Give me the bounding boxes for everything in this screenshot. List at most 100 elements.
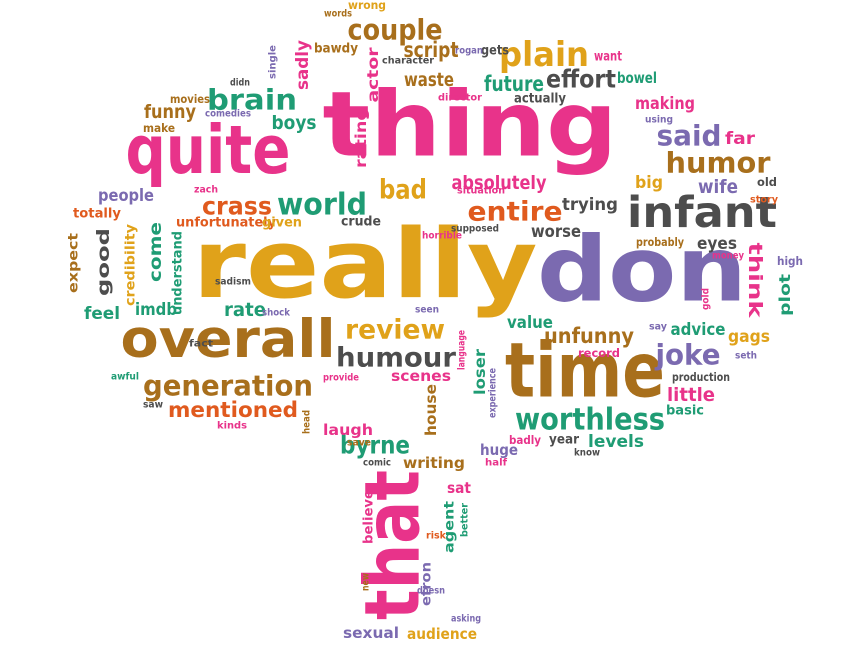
word-joke: joke (655, 339, 721, 372)
word-seth: seth (735, 351, 757, 362)
word-given: given (262, 216, 302, 231)
word-script: script (404, 38, 459, 62)
word-time: time (505, 326, 665, 415)
word-make: make (143, 121, 175, 135)
word-agent: agent (443, 500, 458, 553)
word-know: know (574, 448, 600, 459)
word-scenes: scenes (391, 367, 451, 385)
word-eyes: eyes (697, 234, 737, 254)
word-words: words (324, 9, 352, 20)
word-think: think (744, 243, 766, 318)
word-sadly: sadly (293, 40, 313, 90)
word-provide: provide (323, 373, 359, 384)
word-gets: gets (481, 44, 509, 59)
word-money: money (712, 251, 745, 262)
word-director: director (438, 93, 482, 104)
word-new: new (361, 573, 372, 591)
word-single: single (268, 45, 279, 79)
word-gold: gold (701, 288, 712, 310)
word-asking: asking (451, 614, 481, 625)
word-bawdy: bawdy (314, 42, 358, 57)
word-actually: actually (514, 92, 566, 107)
word-sadism: sadism (215, 277, 251, 288)
word-boys: boys (272, 112, 317, 134)
word-wife: wife (698, 176, 738, 198)
word-imdb: imdb (135, 300, 177, 320)
word-review: review (345, 315, 445, 346)
word-waste: waste (404, 69, 454, 91)
word-don: don (537, 218, 747, 323)
word-plain: plain (499, 35, 589, 75)
word-badly: badly (509, 433, 542, 447)
word-unfortunately: unfortunately (176, 216, 276, 231)
word-head: head (302, 410, 313, 434)
word-brain: brain (207, 84, 297, 117)
word-record: record (578, 346, 620, 360)
word-house: house (422, 384, 440, 436)
word-entire: entire (468, 197, 563, 228)
word-generation: generation (143, 370, 313, 403)
word-worse: worse (531, 222, 581, 242)
word-bad: bad (379, 175, 427, 206)
word-funny: funny (144, 101, 197, 123)
word-quite: quite (126, 111, 291, 189)
word-mentioned: mentioned (168, 398, 298, 422)
word-story: story (750, 195, 779, 206)
word-fact: fact (189, 339, 214, 350)
word-totally: totally (73, 207, 121, 222)
word-year: year (549, 433, 579, 448)
word-actor: actor (364, 47, 382, 103)
word-far: far (725, 129, 756, 149)
word-absolutely: absolutely (452, 172, 548, 194)
word-little: little (667, 384, 715, 406)
word-people: people (98, 186, 154, 206)
word-future: future (484, 72, 544, 96)
word-rogan: rogan (455, 46, 483, 57)
word-gags: gags (728, 327, 770, 347)
word-want: want (594, 50, 622, 65)
word-shock: shock (262, 308, 291, 319)
word-plot: plot (776, 274, 794, 316)
word-awful: awful (111, 372, 139, 383)
word-making: making (635, 94, 695, 114)
word-that: that (348, 470, 437, 620)
word-overall: overall (121, 310, 336, 370)
word-old: old (757, 175, 777, 189)
word-audience: audience (407, 625, 477, 643)
word-levels: levels (588, 432, 644, 452)
word-seen: seen (415, 305, 439, 316)
word-infant: infant (627, 188, 777, 238)
word-horrible: horrible (422, 231, 462, 242)
word-risk: risk (426, 531, 447, 542)
word-world: world (277, 188, 367, 223)
word-comedies: comedies (205, 109, 251, 120)
word-rating: rating (352, 108, 370, 168)
word-unfunny: unfunny (544, 324, 634, 348)
word-supposed: supposed (451, 224, 499, 235)
word-character: character (382, 56, 434, 67)
word-advice: advice (671, 320, 726, 340)
word-basic: basic (666, 404, 704, 419)
word-didn: didn (230, 78, 250, 89)
word-experience: experience (488, 368, 499, 418)
word-loser: loser (471, 348, 489, 395)
word-humour: humour (336, 343, 457, 374)
word-rate: rate (224, 299, 266, 321)
word-using: using (645, 115, 673, 126)
word-humor: humor (666, 147, 771, 180)
word-sat: sat (447, 479, 471, 497)
word-efron: efron (420, 562, 435, 606)
word-good: good (94, 228, 114, 296)
word-big: big (635, 173, 663, 193)
word-really: really (193, 210, 538, 320)
word-bowel: bowel (617, 69, 657, 87)
word-writing: writing (403, 454, 465, 472)
word-credibility: credibility (124, 224, 139, 306)
word-huge: huge (480, 441, 518, 459)
word-probably: probably (636, 235, 684, 249)
word-comic: comic (363, 458, 391, 469)
word-feel: feel (84, 304, 120, 324)
word-situation: situation (457, 186, 505, 197)
word-kinds: kinds (217, 421, 247, 432)
